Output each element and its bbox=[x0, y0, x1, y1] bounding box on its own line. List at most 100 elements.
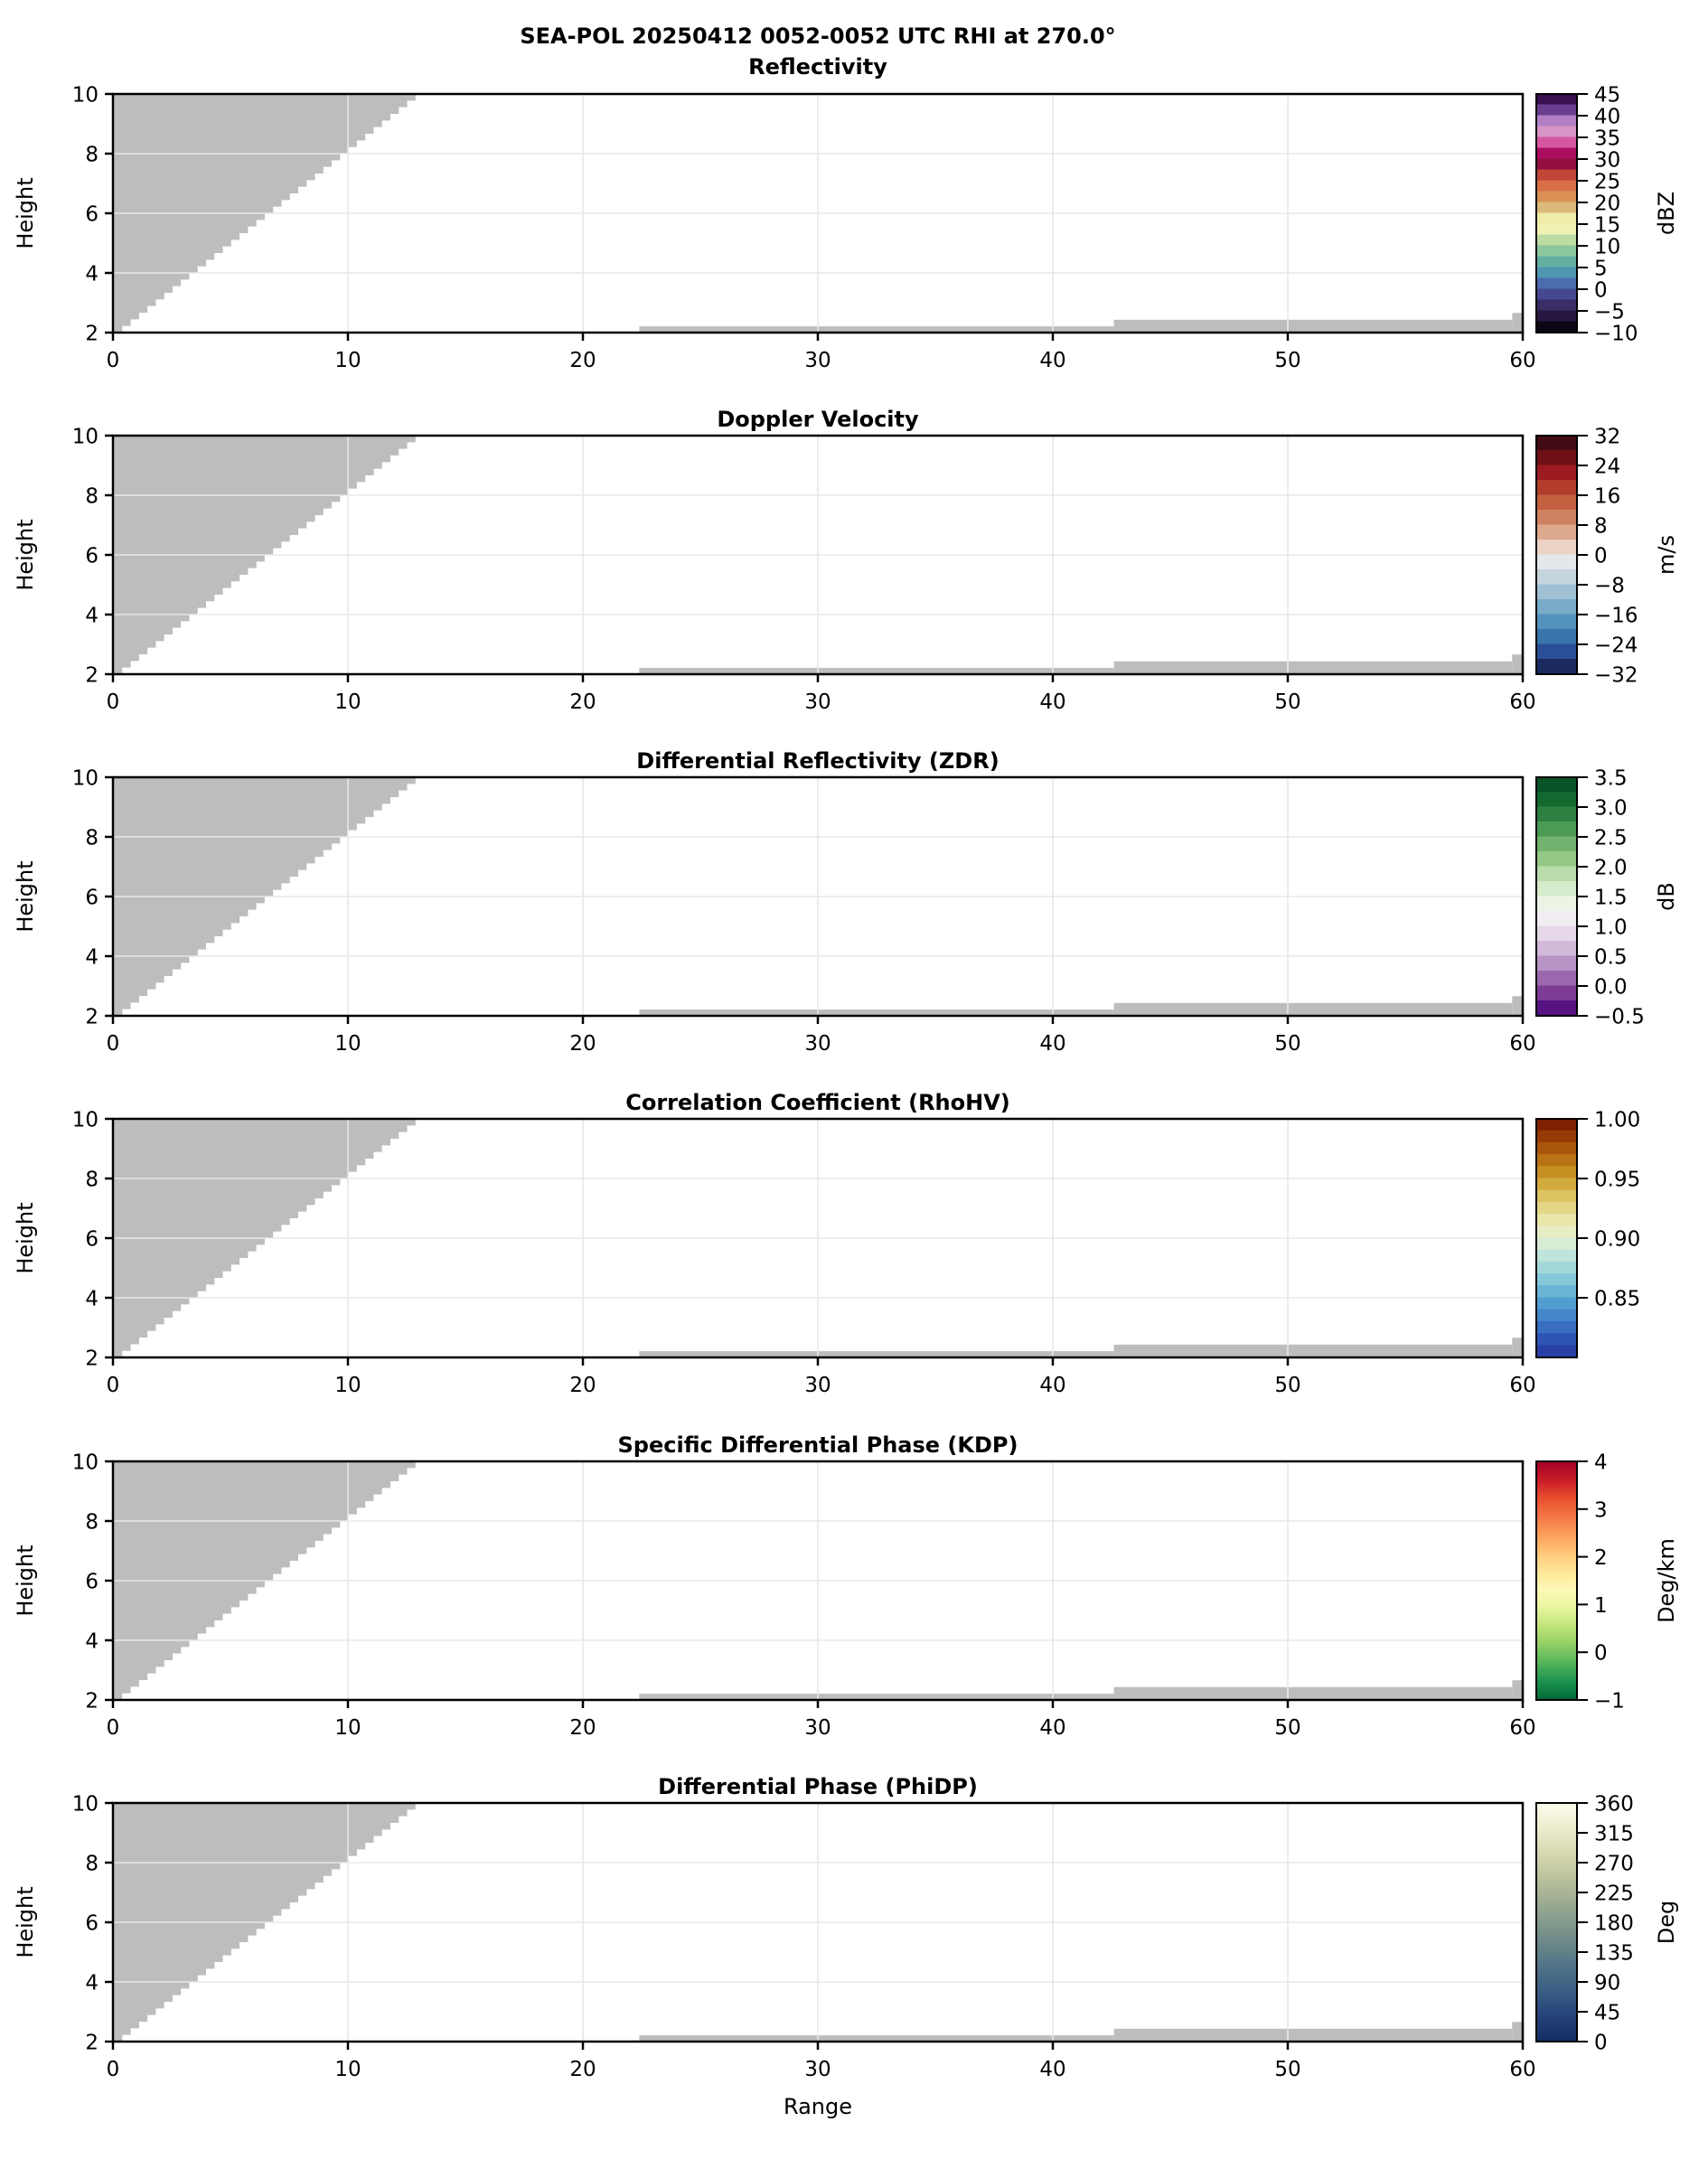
x-tick-label: 20 bbox=[569, 1374, 596, 1397]
y-tick-label: 8 bbox=[85, 1853, 99, 1876]
x-tick-label: 50 bbox=[1274, 690, 1300, 714]
colorbar-tick-label: −8 bbox=[1594, 575, 1625, 598]
colorbar-band bbox=[1536, 911, 1577, 926]
y-tick-label: 8 bbox=[85, 827, 99, 850]
no-data-strip bbox=[1512, 313, 1523, 333]
y-tick-label: 10 bbox=[72, 767, 99, 791]
colorbar-band bbox=[1536, 169, 1577, 181]
colorbar-band bbox=[1536, 104, 1577, 116]
colorbar-band bbox=[1536, 971, 1577, 986]
colorbar-tick-label: 0.95 bbox=[1594, 1169, 1640, 1192]
colorbar-band bbox=[1536, 1225, 1577, 1238]
colorbar-band bbox=[1536, 524, 1577, 540]
y-tick-label: 10 bbox=[72, 84, 99, 108]
colorbar-band bbox=[1536, 267, 1577, 278]
colorbar-band bbox=[1536, 881, 1577, 897]
y-tick-label: 2 bbox=[85, 2032, 99, 2055]
colorbar-band bbox=[1536, 1333, 1577, 1346]
colorbar-tick-label: −0.5 bbox=[1594, 1006, 1645, 1029]
colorbar-band bbox=[1536, 1141, 1577, 1155]
colorbar-tick-label: 1 bbox=[1594, 1594, 1608, 1618]
colorbar-tick-label: −16 bbox=[1594, 605, 1638, 628]
colorbar-band bbox=[1536, 599, 1577, 615]
colorbar-tick-label: 2.5 bbox=[1594, 827, 1628, 850]
x-tick-label: 50 bbox=[1274, 1716, 1300, 1740]
colorbar-gradient bbox=[1536, 1461, 1577, 1700]
colorbar-tick-label: 2 bbox=[1594, 1546, 1608, 1570]
x-tick-label: 60 bbox=[1509, 349, 1535, 372]
no-data-strip bbox=[639, 1694, 1114, 1700]
y-tick-label: 6 bbox=[85, 545, 99, 568]
colorbar-tick-label: 15 bbox=[1594, 214, 1620, 238]
colorbar-tick-label: 0.90 bbox=[1594, 1228, 1640, 1252]
colorbar-band bbox=[1536, 643, 1577, 660]
panel-reflectivity: SEA-POL 20250412 0052-0052 UTC RHI at 27… bbox=[13, 23, 1679, 372]
no-data-strip bbox=[1512, 654, 1523, 674]
colorbar-band bbox=[1536, 310, 1577, 322]
colorbar-tick-label: 20 bbox=[1594, 192, 1620, 216]
colorbar-band bbox=[1536, 436, 1577, 451]
colorbar-border bbox=[1535, 93, 1578, 333]
colorbar-tick-label: 135 bbox=[1594, 1942, 1634, 1966]
colorbar-band bbox=[1536, 288, 1577, 300]
colorbar-tick-label: 2.0 bbox=[1594, 857, 1628, 880]
colorbar-band bbox=[1536, 866, 1577, 882]
y-axis-label: Height bbox=[13, 1202, 38, 1273]
x-tick-label: 0 bbox=[107, 2058, 120, 2081]
panel-title: Differential Phase (PhiDP) bbox=[658, 1774, 978, 1799]
x-tick-label: 50 bbox=[1274, 349, 1300, 372]
y-tick-label: 8 bbox=[85, 1511, 99, 1535]
gridlines bbox=[113, 1461, 1523, 1700]
x-tick-label: 30 bbox=[804, 1716, 831, 1740]
x-tick-label: 40 bbox=[1039, 2058, 1065, 2081]
colorbar-band bbox=[1536, 450, 1577, 465]
colorbar-unit-label: Deg/km bbox=[1654, 1538, 1679, 1623]
x-tick-label: 10 bbox=[334, 1374, 361, 1397]
colorbar-band bbox=[1536, 1201, 1577, 1215]
colorbar-band bbox=[1536, 792, 1577, 807]
colorbar-band bbox=[1536, 510, 1577, 525]
colorbar-band bbox=[1536, 629, 1577, 644]
y-tick-label: 4 bbox=[85, 946, 99, 970]
colorbar-tick-label: 32 bbox=[1594, 426, 1620, 449]
x-tick-label: 30 bbox=[804, 1032, 831, 1056]
colorbar-band bbox=[1536, 569, 1577, 585]
colorbar-band bbox=[1536, 851, 1577, 867]
y-tick-label: 10 bbox=[72, 1451, 99, 1475]
no-data-strip bbox=[1512, 1338, 1523, 1357]
colorbar-tick-label: 16 bbox=[1594, 485, 1620, 509]
y-tick-label: 6 bbox=[85, 1912, 99, 1936]
y-tick-label: 2 bbox=[85, 1347, 99, 1371]
y-tick-label: 2 bbox=[85, 1690, 99, 1714]
x-tick-label: 0 bbox=[107, 1716, 120, 1740]
panel-rhohv: Correlation Coefficient (RhoHV)0 10 20 30 40… bbox=[13, 1090, 1640, 1397]
axis-ticks bbox=[105, 1117, 1525, 1366]
colorbar-tick-label: 270 bbox=[1594, 1853, 1634, 1876]
colorbar-tick-label: 5 bbox=[1594, 258, 1608, 281]
colorbar-tick-label: 0.5 bbox=[1594, 946, 1628, 970]
y-tick-label: 10 bbox=[72, 1793, 99, 1817]
no-data-strip bbox=[1113, 1344, 1513, 1357]
colorbar-band bbox=[1536, 941, 1577, 956]
gridlines bbox=[113, 777, 1523, 1016]
x-tick-label: 10 bbox=[334, 2058, 361, 2081]
colorbar-band bbox=[1536, 1178, 1577, 1191]
y-tick-label: 6 bbox=[85, 1228, 99, 1252]
figure-title: SEA-POL 20250412 0052-0052 UTC RHI at 27… bbox=[520, 23, 1115, 49]
no-data-strip bbox=[639, 1351, 1114, 1357]
x-tick-label: 50 bbox=[1274, 2058, 1300, 2081]
x-tick-label: 50 bbox=[1274, 1032, 1300, 1056]
axis-ticks bbox=[105, 434, 1525, 682]
panel-title: Differential Reflectivity (ZDR) bbox=[636, 748, 999, 774]
colorbar-band bbox=[1536, 614, 1577, 630]
colorbar-tick-label: 180 bbox=[1594, 1912, 1634, 1936]
colorbar-band bbox=[1536, 147, 1577, 159]
colorbar-band bbox=[1536, 1273, 1577, 1286]
axis-ticks bbox=[105, 1801, 1525, 2050]
colorbar: 360 315 270 225 180 135 90 45 0 Deg bbox=[1535, 1793, 1679, 2055]
no-data-strip bbox=[1113, 1686, 1513, 1700]
x-tick-label: 30 bbox=[804, 2058, 831, 2081]
x-tick-label: 20 bbox=[569, 690, 596, 714]
